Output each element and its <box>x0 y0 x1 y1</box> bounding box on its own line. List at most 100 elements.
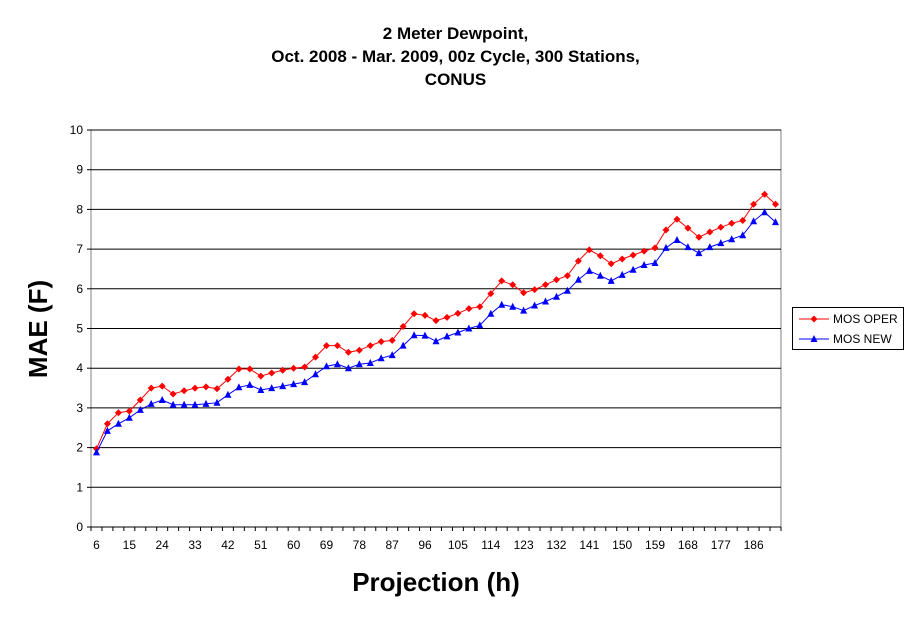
x-tick-label: 42 <box>221 538 235 552</box>
data-point-mos-oper <box>607 260 615 268</box>
data-point-mos-oper <box>695 233 703 241</box>
data-point-mos-new <box>169 400 177 408</box>
y-tick-label: 6 <box>76 282 83 296</box>
data-point-mos-new <box>476 321 484 329</box>
data-point-mos-new <box>443 332 451 340</box>
x-tick-label: 96 <box>418 538 432 552</box>
data-point-mos-new <box>563 286 571 294</box>
data-point-mos-new <box>344 364 352 372</box>
y-tick-label: 2 <box>76 441 83 455</box>
y-tick-label: 10 <box>70 123 84 137</box>
data-point-mos-new <box>125 413 133 421</box>
data-point-mos-new <box>257 386 265 393</box>
data-point-mos-new <box>213 398 221 406</box>
data-point-mos-oper <box>542 281 549 289</box>
x-tick-label: 186 <box>744 538 764 552</box>
y-tick-label: 8 <box>76 202 83 216</box>
data-point-mos-new <box>355 360 363 368</box>
data-point-mos-new <box>465 324 473 332</box>
data-point-mos-oper <box>355 346 363 354</box>
y-axis-title: MAE (F) <box>23 280 53 378</box>
data-point-mos-oper <box>224 375 232 383</box>
data-point-mos-new <box>509 302 517 310</box>
series-layer <box>93 190 779 456</box>
legend-item-mos-new: MOS NEW <box>799 331 892 347</box>
data-point-mos-new <box>136 405 144 413</box>
data-point-mos-oper <box>443 313 451 321</box>
data-point-mos-oper <box>651 244 659 252</box>
data-point-mos-oper <box>618 255 626 263</box>
x-tick-label: 105 <box>448 538 468 552</box>
data-point-mos-oper <box>531 286 539 294</box>
data-point-mos-oper <box>553 276 560 284</box>
x-tick-label: 69 <box>320 538 334 552</box>
y-axis-ticks: 0 1 2 3 4 5 6 7 8 9 10 <box>70 123 91 534</box>
data-point-mos-oper <box>629 251 637 259</box>
data-point-mos-oper <box>377 338 385 346</box>
data-point-mos-oper <box>399 323 407 330</box>
series-mos-oper <box>93 190 779 453</box>
x-tick-label: 132 <box>546 538 566 552</box>
x-tick-label: 6 <box>93 538 100 552</box>
y-tick-label: 9 <box>76 163 83 177</box>
legend-marker-diamond-icon <box>799 315 829 323</box>
x-tick-label: 60 <box>287 538 301 552</box>
x-tick-label: 24 <box>156 538 170 552</box>
data-point-mos-oper <box>739 217 747 224</box>
data-point-mos-oper <box>563 272 571 280</box>
data-point-mos-oper <box>772 200 779 208</box>
legend-label-mos-oper: MOS OPER <box>833 312 898 326</box>
data-point-mos-oper <box>323 342 330 350</box>
data-point-mos-oper <box>333 342 341 350</box>
data-point-mos-new <box>268 384 276 392</box>
data-point-mos-oper <box>235 365 243 373</box>
data-point-mos-new <box>421 331 429 339</box>
data-point-mos-new <box>103 426 111 434</box>
data-point-mos-oper <box>191 384 199 392</box>
data-point-mos-new <box>114 419 122 427</box>
data-point-mos-oper <box>421 311 429 319</box>
data-point-mos-new <box>399 341 407 349</box>
chart-title: 2 Meter Dewpoint, Oct. 2008 - Mar. 2009,… <box>0 22 911 91</box>
data-point-mos-new <box>235 383 243 391</box>
data-point-mos-new <box>454 328 462 336</box>
data-point-mos-oper <box>344 348 352 356</box>
data-point-mos-new <box>498 300 506 308</box>
x-tick-label: 123 <box>514 538 534 552</box>
data-point-mos-oper <box>136 396 144 404</box>
legend: MOS OPER MOS NEW <box>792 307 904 350</box>
x-tick-label: 51 <box>254 538 268 552</box>
data-point-mos-oper <box>465 305 473 313</box>
data-point-mos-new <box>191 400 199 408</box>
x-axis-title: Projection (h) <box>352 567 520 597</box>
data-point-mos-new <box>739 231 747 239</box>
data-point-mos-oper <box>366 342 374 350</box>
data-point-mos-new <box>323 362 330 370</box>
data-point-mos-oper <box>662 226 670 234</box>
data-point-mos-oper <box>432 317 440 325</box>
chart-title-line-2: Oct. 2008 - Mar. 2009, 00z Cycle, 300 St… <box>271 47 640 66</box>
y-tick-label: 3 <box>76 401 83 415</box>
data-point-mos-oper <box>246 365 254 373</box>
data-point-mos-oper <box>147 384 155 392</box>
data-point-mos-oper <box>684 224 692 232</box>
data-point-mos-oper <box>574 257 582 265</box>
data-point-mos-oper <box>728 219 736 227</box>
data-point-mos-oper <box>169 390 177 398</box>
data-point-mos-new <box>706 243 714 251</box>
data-point-mos-new <box>640 261 648 268</box>
data-point-mos-new <box>487 309 495 317</box>
x-tick-label: 15 <box>123 538 137 552</box>
legend-label-mos-new: MOS NEW <box>833 332 892 346</box>
data-point-mos-new <box>574 275 582 283</box>
data-point-mos-oper <box>312 353 319 361</box>
data-point-mos-oper <box>761 190 769 198</box>
data-point-mos-oper <box>202 383 210 391</box>
data-point-mos-new <box>202 399 210 407</box>
data-point-mos-oper <box>125 407 133 415</box>
data-point-mos-new <box>246 380 254 388</box>
data-point-mos-oper <box>520 289 528 297</box>
data-point-mos-new <box>377 354 385 362</box>
data-point-mos-new <box>279 382 287 390</box>
x-tick-label: 141 <box>579 538 599 552</box>
